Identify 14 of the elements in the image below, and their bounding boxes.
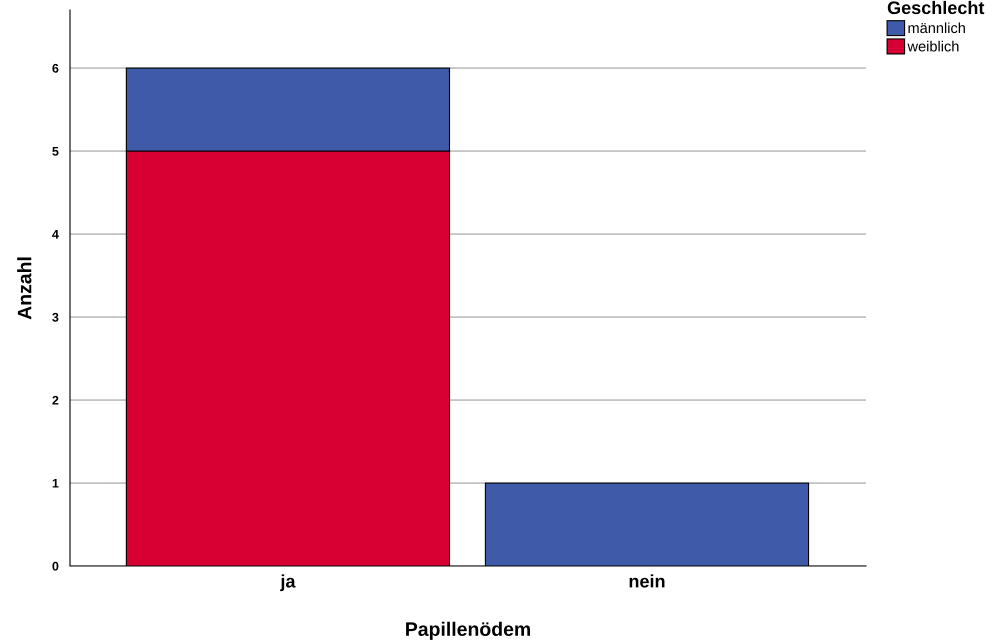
legend-label: weiblich — [907, 40, 958, 52]
y-tick-label: 6 — [52, 64, 58, 73]
y-tick-label: 4 — [52, 230, 59, 239]
legend-title: Geschlecht — [888, 0, 984, 14]
x-axis-title: Papillenödem — [406, 622, 530, 640]
y-axis-title: Anzahl — [17, 258, 32, 320]
y-tick-label: 3 — [52, 312, 58, 322]
y-tick-label: 2 — [52, 396, 58, 405]
y-tick-label: 0 — [52, 562, 58, 571]
legend-label: männlich — [908, 22, 965, 34]
x-tick-label: ja — [280, 574, 296, 592]
y-tick-label: 5 — [52, 147, 59, 156]
y-tick-label: 1 — [52, 478, 59, 488]
x-tick-label: nein — [630, 574, 664, 588]
